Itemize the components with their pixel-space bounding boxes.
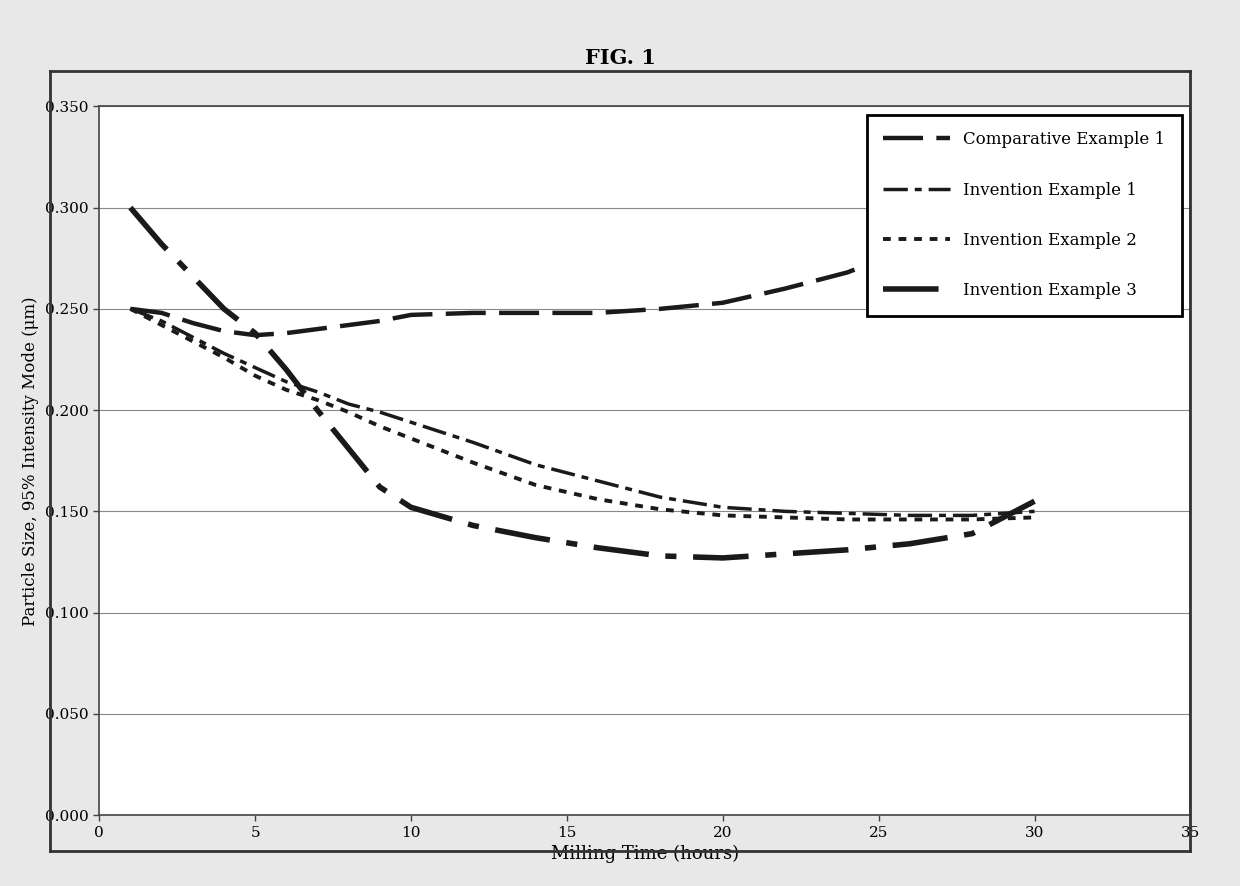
Comparative Example 1: [123, 304, 138, 315]
Invention Example 2: [372, 421, 387, 431]
Invention Example 2: [965, 514, 980, 525]
Comparative Example 1: [528, 307, 543, 318]
Comparative Example 1: [248, 330, 263, 340]
Invention Example 2: [653, 504, 668, 515]
Invention Example 3: [310, 405, 325, 416]
Invention Example 3: [653, 550, 668, 561]
Invention Example 1: [839, 508, 854, 518]
Line: Invention Example 1: Invention Example 1: [130, 309, 1034, 516]
Invention Example 1: [466, 437, 481, 447]
Invention Example 2: [777, 512, 792, 523]
Invention Example 1: [1027, 506, 1042, 517]
Comparative Example 1: [715, 298, 730, 308]
Invention Example 3: [777, 548, 792, 559]
Invention Example 1: [279, 377, 294, 387]
Invention Example 3: [123, 202, 138, 213]
Invention Example 2: [279, 385, 294, 395]
Invention Example 3: [466, 520, 481, 531]
Invention Example 2: [528, 479, 543, 490]
Invention Example 3: [965, 528, 980, 539]
Comparative Example 1: [466, 307, 481, 318]
Comparative Example 1: [217, 326, 232, 337]
Invention Example 2: [466, 457, 481, 468]
Invention Example 1: [123, 304, 138, 315]
Invention Example 2: [839, 514, 854, 525]
Comparative Example 1: [154, 307, 169, 318]
Invention Example 1: [715, 502, 730, 513]
Invention Example 1: [154, 315, 169, 326]
Invention Example 3: [248, 328, 263, 338]
Invention Example 2: [123, 304, 138, 315]
Legend: Comparative Example 1, Invention Example 1, Invention Example 2, Invention Examp: Comparative Example 1, Invention Example…: [867, 114, 1182, 316]
Invention Example 2: [1027, 512, 1042, 523]
Text: FIG. 1: FIG. 1: [584, 48, 656, 67]
Invention Example 2: [185, 336, 200, 346]
Invention Example 3: [839, 545, 854, 556]
Invention Example 3: [185, 271, 200, 282]
Invention Example 1: [185, 332, 200, 343]
Invention Example 2: [310, 394, 325, 405]
Invention Example 3: [341, 443, 356, 454]
Invention Example 2: [903, 514, 918, 525]
Invention Example 3: [1027, 496, 1042, 507]
Comparative Example 1: [279, 328, 294, 338]
Invention Example 2: [715, 510, 730, 521]
Comparative Example 1: [1027, 186, 1042, 197]
Comparative Example 1: [653, 304, 668, 315]
Comparative Example 1: [372, 315, 387, 326]
Invention Example 2: [590, 494, 605, 504]
Invention Example 3: [590, 542, 605, 553]
Invention Example 1: [403, 417, 418, 428]
Comparative Example 1: [1058, 172, 1073, 183]
Invention Example 1: [310, 386, 325, 397]
X-axis label: Milling Time (hours): Milling Time (hours): [551, 845, 739, 863]
Comparative Example 1: [403, 309, 418, 320]
Invention Example 3: [372, 482, 387, 493]
Invention Example 2: [248, 370, 263, 381]
Invention Example 3: [217, 304, 232, 315]
Invention Example 3: [154, 238, 169, 249]
Invention Example 1: [590, 476, 605, 486]
Invention Example 1: [653, 492, 668, 502]
Invention Example 1: [528, 460, 543, 470]
Comparative Example 1: [777, 284, 792, 294]
Line: Comparative Example 1: Comparative Example 1: [130, 177, 1065, 335]
Invention Example 1: [341, 399, 356, 409]
Comparative Example 1: [310, 323, 325, 334]
Invention Example 2: [154, 320, 169, 330]
Invention Example 1: [965, 510, 980, 521]
Comparative Example 1: [341, 320, 356, 330]
Comparative Example 1: [965, 210, 980, 221]
Comparative Example 1: [903, 243, 918, 253]
Invention Example 1: [217, 348, 232, 359]
Invention Example 1: [372, 407, 387, 417]
Comparative Example 1: [185, 318, 200, 329]
Invention Example 1: [777, 506, 792, 517]
Invention Example 2: [403, 433, 418, 444]
Y-axis label: Particle Size, 95% Intensity Mode (μm): Particle Size, 95% Intensity Mode (μm): [22, 296, 40, 626]
Invention Example 3: [403, 502, 418, 513]
Line: Invention Example 2: Invention Example 2: [130, 309, 1034, 519]
Invention Example 3: [715, 553, 730, 563]
Invention Example 1: [248, 362, 263, 373]
Invention Example 3: [528, 532, 543, 543]
Invention Example 3: [279, 364, 294, 375]
Comparative Example 1: [839, 267, 854, 277]
Invention Example 1: [903, 510, 918, 521]
Invention Example 2: [341, 407, 356, 417]
Invention Example 2: [217, 352, 232, 362]
Comparative Example 1: [590, 307, 605, 318]
Invention Example 3: [903, 539, 918, 549]
Line: Invention Example 3: Invention Example 3: [130, 207, 1034, 558]
